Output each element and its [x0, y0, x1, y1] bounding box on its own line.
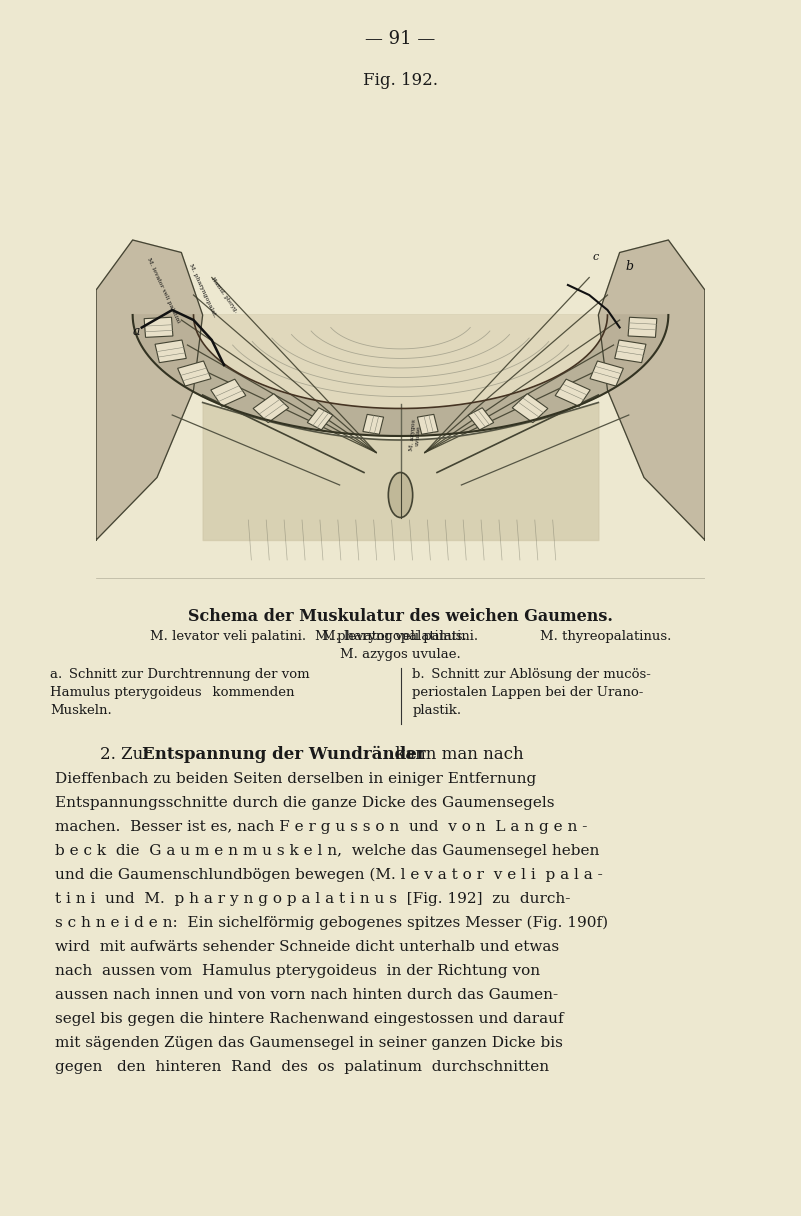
Polygon shape [133, 315, 668, 437]
Text: segel bis gegen die hintere Rachenwand eingestossen und darauf: segel bis gegen die hintere Rachenwand e… [55, 1012, 564, 1026]
Polygon shape [590, 361, 623, 385]
Text: plastik.: plastik. [413, 704, 461, 717]
Text: Entspannung der Wundränder: Entspannung der Wundränder [142, 745, 425, 764]
Text: Schema der Muskulatur des weichen Gaumens.: Schema der Muskulatur des weichen Gaumen… [188, 608, 613, 625]
Polygon shape [133, 315, 668, 437]
Text: M. pharyngopalatinus.: M. pharyngopalatinus. [315, 630, 466, 643]
Polygon shape [144, 317, 173, 337]
Polygon shape [211, 379, 246, 406]
Polygon shape [308, 407, 333, 430]
Text: kann man nach: kann man nach [390, 745, 524, 762]
Text: wird  mit aufwärts sehender Schneide dicht unterhalb und etwas: wird mit aufwärts sehender Schneide dich… [55, 940, 559, 955]
Text: Entspannungsschnitte durch die ganze Dicke des Gaumensegels: Entspannungsschnitte durch die ganze Dic… [55, 796, 554, 810]
Text: b. Schnitt zur Ablösung der mucös-: b. Schnitt zur Ablösung der mucös- [413, 668, 651, 681]
Polygon shape [363, 415, 384, 434]
Polygon shape [614, 340, 646, 362]
Text: M. levator veli palatini.: M. levator veli palatini. [150, 630, 306, 643]
Polygon shape [194, 315, 607, 409]
Text: Dieffenbach zu beiden Seiten derselben in einiger Entfernung: Dieffenbach zu beiden Seiten derselben i… [55, 772, 536, 786]
Text: und die Gaumenschlundbögen bewegen (M. l e v a t o r  v e l i  p a l a -: und die Gaumenschlundbögen bewegen (M. l… [55, 868, 602, 883]
Polygon shape [598, 240, 705, 540]
Polygon shape [628, 317, 657, 337]
Text: Hamulus pterygoideus  kommenden: Hamulus pterygoideus kommenden [50, 686, 295, 699]
Polygon shape [512, 394, 548, 423]
Polygon shape [253, 394, 289, 423]
Text: M. thyreopalatinus.: M. thyreopalatinus. [540, 630, 671, 643]
Text: s c h n e i d e n:  Ein sichelförmig gebogenes spitzes Messer (Fig. 190f): s c h n e i d e n: Ein sichelförmig gebo… [55, 916, 608, 930]
Text: a: a [133, 325, 140, 338]
Text: machen.  Besser ist es, nach F e r g u s s o n  und  v o n  L a n g e n -: machen. Besser ist es, nach F e r g u s … [55, 820, 587, 834]
Text: a. Schnitt zur Durchtrennung der vom: a. Schnitt zur Durchtrennung der vom [50, 668, 310, 681]
Text: b e c k  die  G a u m e n m u s k e l n,  welche das Gaumensegel heben: b e c k die G a u m e n m u s k e l n, w… [55, 844, 599, 858]
Polygon shape [468, 407, 493, 430]
Text: M. azygos
uvulae: M. azygos uvulae [409, 418, 422, 451]
Text: — 91 —: — 91 — [365, 30, 436, 47]
Text: c: c [592, 252, 598, 261]
Text: b: b [626, 260, 634, 274]
Ellipse shape [388, 473, 413, 518]
Text: M. levator veli palatini: M. levator veli palatini [146, 257, 180, 323]
Polygon shape [178, 361, 211, 385]
Text: Muskeln.: Muskeln. [50, 704, 112, 717]
Text: aussen nach innen und von vorn nach hinten durch das Gaumen-: aussen nach innen und von vorn nach hint… [55, 987, 558, 1002]
Text: M. azygos uvulae.: M. azygos uvulae. [340, 648, 461, 662]
Polygon shape [555, 379, 590, 406]
Text: t i n i  und  M.  p h a r y n g o p a l a t i n u s  [Fig. 192]  zu  durch-: t i n i und M. p h a r y n g o p a l a t… [55, 893, 570, 906]
Text: mit sägenden Zügen das Gaumensegel in seiner ganzen Dicke bis: mit sägenden Zügen das Gaumensegel in se… [55, 1036, 563, 1049]
Text: periostalen Lappen bei der Urano-: periostalen Lappen bei der Urano- [413, 686, 644, 699]
Text: gegen   den  hinteren  Rand  des  os  palatinum  durchschnitten: gegen den hinteren Rand des os palatinum… [55, 1060, 549, 1074]
Polygon shape [417, 415, 438, 434]
Text: Hamul. pteryg.: Hamul. pteryg. [210, 276, 238, 314]
Text: M. levator veli palatini.: M. levator veli palatini. [323, 630, 478, 643]
Text: nach  aussen vom  Hamulus pterygoideus  in der Richtung von: nach aussen vom Hamulus pterygoideus in … [55, 964, 540, 978]
Text: 2. Zur: 2. Zur [100, 745, 156, 762]
Polygon shape [96, 240, 203, 540]
Text: Fig. 192.: Fig. 192. [363, 72, 438, 89]
Polygon shape [155, 340, 187, 362]
Text: M. pharyngopalat.: M. pharyngopalat. [188, 263, 217, 317]
